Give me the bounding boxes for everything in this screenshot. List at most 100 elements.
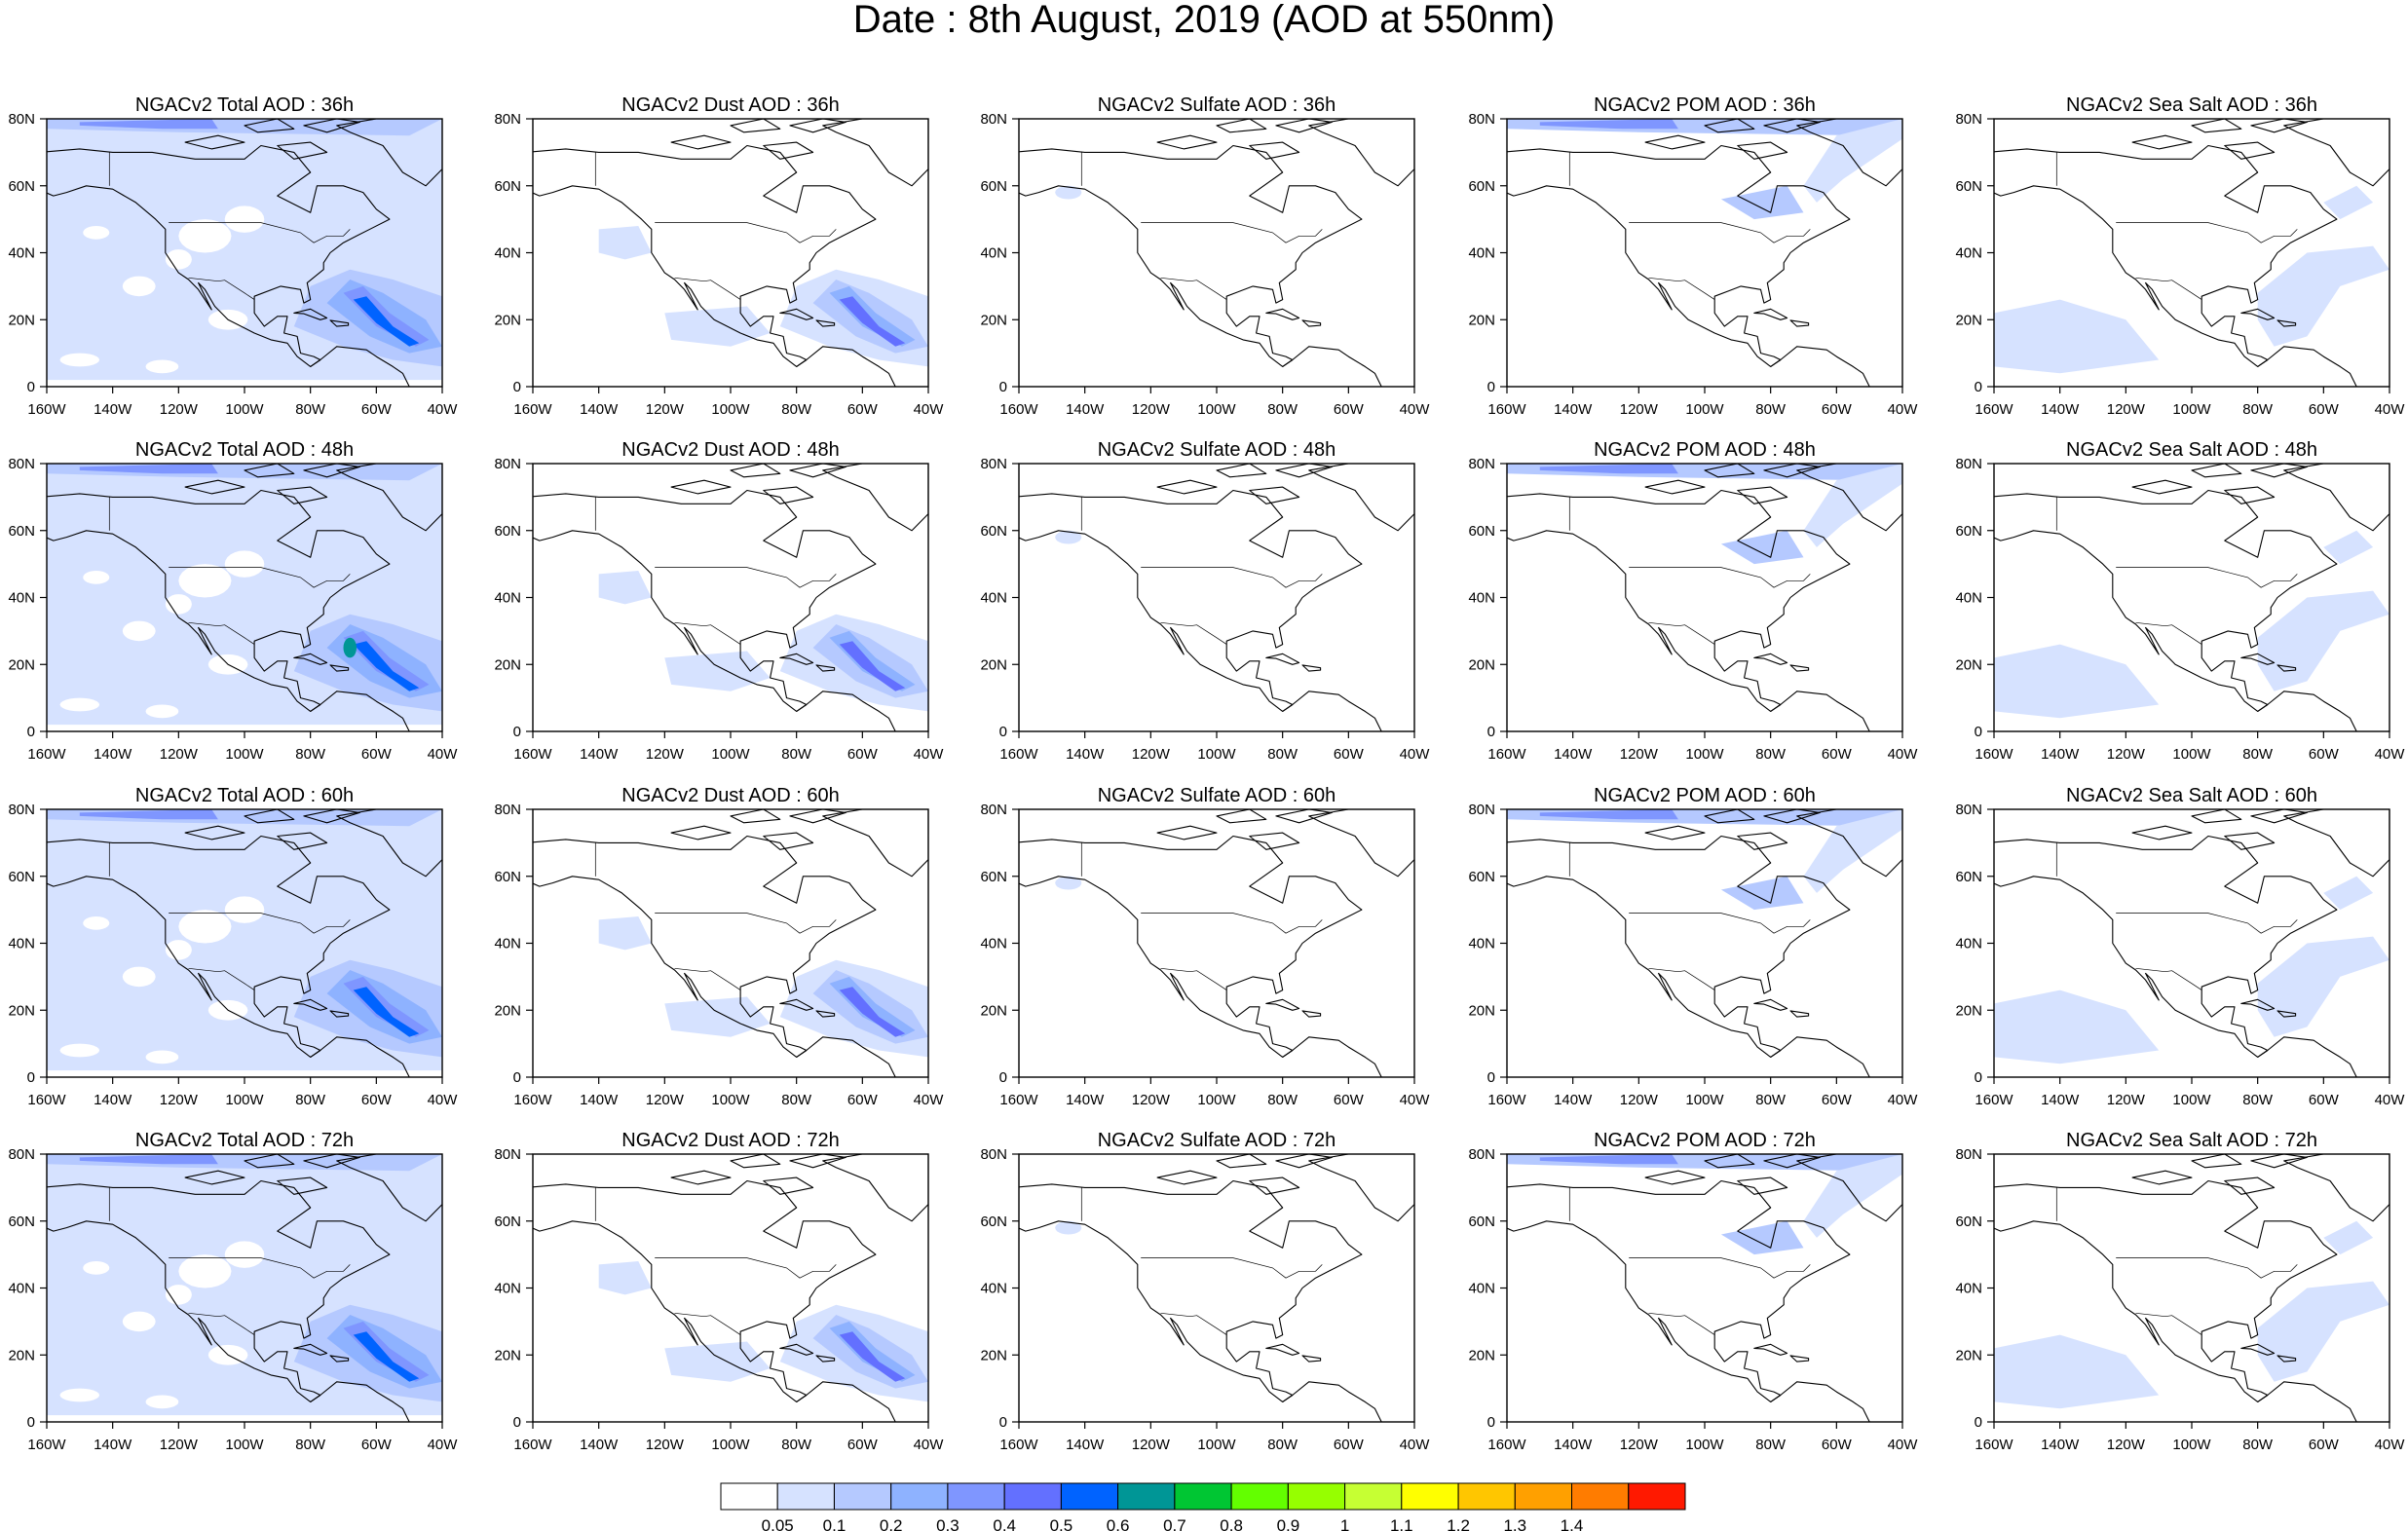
y-tick-label: 20N: [494, 312, 521, 328]
y-tick-label: 20N: [8, 656, 35, 673]
y-tick-label: 0: [1487, 724, 1495, 740]
x-tick-label: 100W: [2172, 1092, 2211, 1108]
panel-title: NGACv2 Dust AOD : 36h: [621, 94, 839, 116]
colorbar-label: 0.7: [1163, 1516, 1186, 1531]
aod-field: [1019, 1154, 1414, 1422]
colorbar-swatch: [1287, 1482, 1346, 1511]
colorbar-swatch: [1457, 1482, 1516, 1511]
aod-field: [1507, 119, 1902, 387]
colorbar-swatch: [1571, 1482, 1630, 1511]
x-tick-label: 40W: [2375, 746, 2406, 763]
x-tick-label: 80W: [1755, 746, 1787, 763]
y-tick-label: 40N: [494, 245, 521, 262]
x-tick-label: 120W: [160, 1437, 199, 1453]
y-tick-label: 60N: [1955, 869, 1982, 885]
y-tick-label: 60N: [1955, 178, 1982, 195]
x-tick-label: 160W: [27, 1437, 66, 1453]
x-tick-label: 60W: [361, 1092, 393, 1108]
map-panel: NGACv2 Sea Salt AOD : 60h 160W 140W 120W 100…: [1955, 785, 2405, 1108]
colorbar-label: 0.9: [1277, 1516, 1300, 1531]
x-tick-label: 80W: [2242, 746, 2274, 763]
x-tick-label: 40W: [1888, 1092, 1919, 1108]
colorbar-label: 1.4: [1561, 1516, 1584, 1531]
y-tick-label: 20N: [1468, 312, 1495, 328]
x-tick-label: 100W: [225, 1437, 264, 1453]
y-tick-label: 40N: [8, 936, 35, 952]
x-tick-label: 40W: [1888, 746, 1919, 763]
x-tick-label: 160W: [1975, 1437, 2013, 1453]
map-panel: NGACv2 POM AOD : 72h 160W 140W 120W 100W 80W 6…: [1468, 1130, 1918, 1453]
y-tick-label: 60N: [1468, 869, 1495, 885]
x-tick-label: 100W: [1685, 1437, 1724, 1453]
x-tick-label: 140W: [580, 746, 619, 763]
x-tick-label: 160W: [1487, 401, 1526, 418]
panel-title: NGACv2 Sea Salt AOD : 72h: [2066, 1130, 2317, 1151]
panel-title: NGACv2 POM AOD : 60h: [1594, 785, 1816, 806]
y-tick-label: 40N: [1955, 936, 1982, 952]
y-tick-label: 40N: [980, 936, 1007, 952]
y-tick-label: 20N: [980, 312, 1007, 328]
colorbar-label: 0.05: [762, 1516, 794, 1531]
y-tick-label: 60N: [494, 523, 521, 540]
aod-field: [1507, 464, 1902, 731]
x-tick-label: 160W: [1975, 401, 2013, 418]
x-tick-label: 120W: [646, 1437, 685, 1453]
x-tick-label: 80W: [781, 1092, 812, 1108]
y-tick-label: 60N: [8, 178, 35, 195]
y-tick-label: 60N: [1955, 1214, 1982, 1230]
y-tick-label: 20N: [494, 656, 521, 673]
x-tick-label: 100W: [2172, 1437, 2211, 1453]
x-tick-label: 40W: [2375, 1092, 2406, 1108]
y-tick-label: 80N: [1955, 1146, 1982, 1163]
colorbar-label: 0.4: [993, 1516, 1016, 1531]
aod-field: [533, 464, 928, 731]
panel-title: NGACv2 Total AOD : 48h: [135, 439, 354, 461]
x-tick-label: 40W: [2375, 1437, 2406, 1453]
x-tick-label: 40W: [1400, 401, 1431, 418]
map-panel: NGACv2 Sea Salt AOD : 48h 160W 140W 120W 100…: [1955, 439, 2405, 763]
map-panel: NGACv2 Total AOD : 48h 160W 140W 120W 100W 80…: [8, 439, 458, 763]
x-tick-label: 80W: [295, 1437, 326, 1453]
x-tick-label: 140W: [94, 1437, 132, 1453]
map-panel: NGACv2 POM AOD : 36h 160W 140W 120W 100W 80W 6…: [1468, 94, 1918, 418]
x-tick-label: 120W: [2107, 401, 2146, 418]
y-tick-label: 20N: [494, 1347, 521, 1363]
x-tick-label: 40W: [1400, 1092, 1431, 1108]
x-tick-label: 60W: [1822, 1437, 1853, 1453]
x-tick-label: 40W: [914, 401, 945, 418]
x-tick-label: 80W: [1267, 1437, 1298, 1453]
map-panel: NGACv2 Sulfate AOD : 60h 160W 140W 120W 100W…: [980, 785, 1430, 1108]
y-tick-label: 0: [27, 1414, 35, 1431]
x-tick-label: 80W: [295, 401, 326, 418]
colorbar-swatch: [890, 1482, 949, 1511]
colorbar-label: 0.3: [936, 1516, 959, 1531]
map-panel: NGACv2 POM AOD : 48h 160W 140W 120W 100W 80W 6…: [1468, 439, 1918, 763]
x-tick-label: 60W: [2309, 1092, 2340, 1108]
x-tick-label: 60W: [847, 1437, 879, 1453]
aod-field: [1019, 464, 1414, 731]
x-tick-label: 120W: [646, 401, 685, 418]
figure-title: Date : 8th August, 2019 (AOD at 550nm): [852, 0, 1556, 41]
y-tick-label: 60N: [980, 178, 1007, 195]
x-tick-label: 140W: [2041, 401, 2080, 418]
x-tick-label: 60W: [361, 401, 393, 418]
x-tick-label: 80W: [2242, 1437, 2274, 1453]
x-tick-label: 60W: [2309, 401, 2340, 418]
y-tick-label: 0: [513, 724, 521, 740]
panel-title: NGACv2 Sulfate AOD : 60h: [1098, 785, 1336, 806]
y-tick-label: 60N: [980, 869, 1007, 885]
aod-field: [1019, 119, 1414, 387]
x-tick-label: 60W: [361, 746, 393, 763]
y-tick-label: 0: [1975, 1069, 1982, 1086]
y-tick-label: 20N: [980, 1347, 1007, 1363]
colorbar-swatch: [1401, 1482, 1459, 1511]
x-tick-label: 100W: [711, 401, 750, 418]
y-tick-label: 60N: [1955, 523, 1982, 540]
x-tick-label: 60W: [1822, 401, 1853, 418]
x-tick-label: 140W: [2041, 1092, 2080, 1108]
y-tick-label: 20N: [8, 1002, 35, 1019]
y-tick-label: 40N: [494, 1281, 521, 1297]
x-tick-label: 160W: [27, 746, 66, 763]
map-panel: NGACv2 Total AOD : 36h 160W 140W 120W 100W 80…: [8, 94, 458, 418]
